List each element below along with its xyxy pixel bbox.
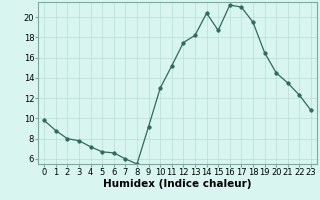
X-axis label: Humidex (Indice chaleur): Humidex (Indice chaleur) xyxy=(103,179,252,189)
